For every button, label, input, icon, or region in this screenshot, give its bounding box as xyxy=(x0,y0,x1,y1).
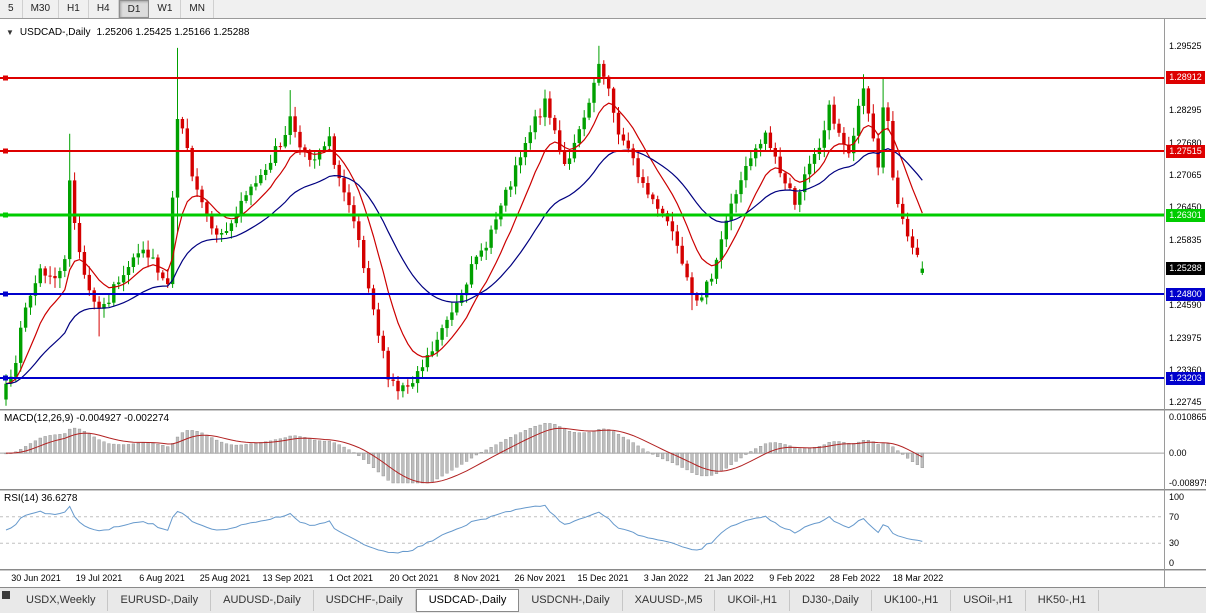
date-axis-label: 8 Nov 2021 xyxy=(453,573,501,583)
price-panel: ▼ USDCAD-,Daily 1.25206 1.25425 1.25166 … xyxy=(0,19,1206,409)
price-axis-tick: 1.23360 xyxy=(1169,365,1202,376)
rsi-indicator-label: RSI(14) 36.6278 xyxy=(4,493,78,504)
timeframe-button-5[interactable]: 5 xyxy=(0,0,23,18)
price-axis-tick: 1.28295 xyxy=(1169,105,1202,116)
date-axis-label: 6 Aug 2021 xyxy=(139,573,185,583)
date-axis-label: 9 Feb 2022 xyxy=(769,573,815,583)
one-click-trading-icon[interactable]: ▼ xyxy=(6,27,14,37)
rsi-chart-canvas[interactable] xyxy=(0,491,1164,569)
price-axis-tick: 1.23975 xyxy=(1169,332,1202,343)
price-axis-tick: 1.27680 xyxy=(1169,137,1202,148)
chart-title: ▼ USDCAD-,Daily 1.25206 1.25425 1.25166 … xyxy=(6,27,249,38)
level-price-badge: 1.24800 xyxy=(1166,287,1205,301)
panel-resize-handle[interactable] xyxy=(0,569,1206,571)
rsi-axis-tick: 100 xyxy=(1169,492,1185,502)
tab-uk100[interactable]: UK100-,H1 xyxy=(872,590,952,611)
tab-usdcad[interactable]: USDCAD-,Daily xyxy=(415,589,520,612)
date-axis-label: 25 Aug 2021 xyxy=(199,573,251,583)
price-axis-tick: 1.25835 xyxy=(1169,234,1202,245)
price-chart-canvas[interactable] xyxy=(0,19,1164,409)
price-axis-tick: 1.26450 xyxy=(1169,202,1202,213)
timeframe-button-d1[interactable]: D1 xyxy=(118,0,150,18)
tab-dj30[interactable]: DJ30-,Daily xyxy=(790,590,872,611)
level-price-badge: 1.28912 xyxy=(1166,71,1205,85)
date-axis-label: 20 Oct 2021 xyxy=(389,573,439,583)
macd-axis-tick: -0.008975 xyxy=(1169,478,1206,488)
chart-window: ▼ USDCAD-,Daily 1.25206 1.25425 1.25166 … xyxy=(0,19,1206,587)
tab-usdcnh[interactable]: USDCNH-,Daily xyxy=(519,590,623,611)
tab-usoil[interactable]: USOil-,H1 xyxy=(951,590,1026,611)
date-axis[interactable]: 30 Jun 2021 19 Jul 2021 6 Aug 2021 25 Aug 2… xyxy=(0,571,1206,587)
rsi-axis-tick: 70 xyxy=(1169,511,1180,522)
date-axis-label: 30 Jun 2021 xyxy=(11,573,61,583)
date-axis-label: 28 Feb 2022 xyxy=(829,573,881,583)
chart-tab-bar: USDX,Weekly EURUSD-,Daily AUDUSD-,Daily USD… xyxy=(0,587,1206,613)
price-axis-tick: 1.22745 xyxy=(1169,397,1202,408)
date-axis-label: 3 Jan 2022 xyxy=(643,573,689,583)
tab-bar-corner-icon xyxy=(2,591,10,599)
panel-resize-handle[interactable] xyxy=(0,489,1206,491)
price-axis-tick: 1.24590 xyxy=(1169,300,1202,311)
chart-ohlc-values: 1.25206 1.25425 1.25166 1.25288 xyxy=(96,27,250,38)
macd-axis-tick: 0.00 xyxy=(1169,448,1187,459)
timeframe-button-mn[interactable]: MN xyxy=(181,0,214,18)
date-axis-label: 26 Nov 2021 xyxy=(514,573,566,583)
panel-resize-handle[interactable] xyxy=(0,409,1206,411)
macd-chart-canvas[interactable] xyxy=(0,411,1164,489)
level-price-badge: 1.23203 xyxy=(1166,371,1205,385)
tab-xauusd[interactable]: XAUUSD-,M5 xyxy=(623,590,716,611)
timeframe-button-w1[interactable]: W1 xyxy=(149,0,182,18)
tab-eurusd[interactable]: EURUSD-,Daily xyxy=(108,590,212,611)
rsi-panel: RSI(14) 36.6278 100 70 30 0 xyxy=(0,491,1206,569)
date-axis-label: 1 Oct 2021 xyxy=(328,573,374,583)
rsi-axis-tick: 30 xyxy=(1169,538,1180,549)
price-axis-separator xyxy=(1164,19,1165,587)
price-axis-tick: 1.29525 xyxy=(1169,40,1202,51)
chart-symbol-label: USDCAD-,Daily xyxy=(19,27,91,38)
date-axis-label: 18 Mar 2022 xyxy=(892,573,944,583)
timeframe-button-h4[interactable]: H4 xyxy=(89,0,119,18)
level-price-badge: 1.27515 xyxy=(1166,144,1205,158)
macd-axis-tick: 0.010865 xyxy=(1169,412,1206,422)
macd-panel: MACD(12,26,9) -0.004927 -0.002274 0.0108… xyxy=(0,411,1206,489)
tab-hk50[interactable]: HK50-,H1 xyxy=(1026,590,1100,611)
tab-audusd[interactable]: AUDUSD-,Daily xyxy=(211,590,314,611)
tab-ukoil[interactable]: UKOil-,H1 xyxy=(715,590,790,611)
date-axis-label: 19 Jul 2021 xyxy=(75,573,123,583)
timeframe-button-h1[interactable]: H1 xyxy=(59,0,89,18)
tab-usdx[interactable]: USDX,Weekly xyxy=(14,590,109,611)
current-price-badge: 1.25288 xyxy=(1166,262,1205,276)
timeframe-toolbar: 5 M30 H1 H4 D1 W1 MN xyxy=(0,0,1206,19)
tab-usdchf[interactable]: USDCHF-,Daily xyxy=(314,590,416,611)
date-axis-label: 21 Jan 2022 xyxy=(704,573,754,583)
date-axis-label: 13 Sep 2021 xyxy=(262,573,314,583)
level-price-badge: 1.26301 xyxy=(1166,208,1205,222)
price-axis-tick: 1.27065 xyxy=(1169,170,1202,181)
rsi-axis-tick: 0 xyxy=(1169,558,1175,568)
macd-indicator-label: MACD(12,26,9) -0.004927 -0.002274 xyxy=(4,413,170,424)
date-axis-label: 15 Dec 2021 xyxy=(577,573,629,583)
timeframe-button-m30[interactable]: M30 xyxy=(23,0,60,18)
